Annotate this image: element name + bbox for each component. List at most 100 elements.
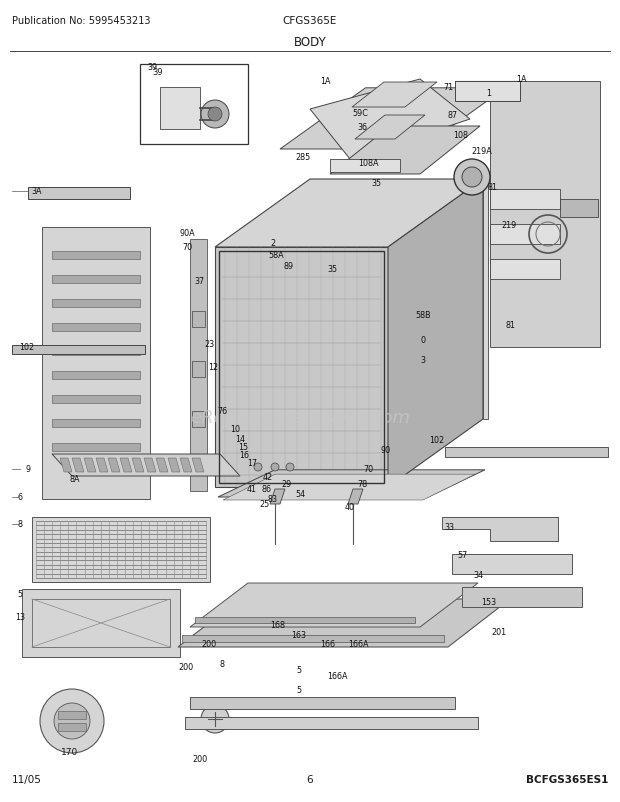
Text: 10: 10 <box>230 425 240 434</box>
Polygon shape <box>452 554 572 574</box>
Polygon shape <box>144 459 156 472</box>
Circle shape <box>454 160 490 196</box>
Text: 16: 16 <box>239 451 249 460</box>
Text: 219: 219 <box>502 221 516 230</box>
Polygon shape <box>180 459 192 472</box>
Text: 166A: 166A <box>348 640 368 649</box>
Polygon shape <box>12 346 145 354</box>
Text: 36: 36 <box>357 124 367 132</box>
Text: 41: 41 <box>247 485 257 494</box>
Text: 2: 2 <box>270 238 275 247</box>
Text: 70: 70 <box>363 465 373 474</box>
Polygon shape <box>192 312 205 327</box>
Polygon shape <box>223 475 476 500</box>
Text: 90A: 90A <box>179 229 195 238</box>
Text: 219A: 219A <box>472 146 492 156</box>
Polygon shape <box>60 459 72 472</box>
Text: 76: 76 <box>217 407 227 416</box>
Polygon shape <box>462 587 582 607</box>
Text: 108A: 108A <box>358 158 378 168</box>
Polygon shape <box>96 459 108 472</box>
Polygon shape <box>280 89 505 150</box>
Polygon shape <box>190 240 207 492</box>
Text: 1A: 1A <box>516 75 526 83</box>
Circle shape <box>462 168 482 188</box>
Text: 200: 200 <box>179 662 193 671</box>
Text: 57: 57 <box>458 551 468 560</box>
Polygon shape <box>108 459 120 472</box>
Polygon shape <box>455 82 520 102</box>
Text: 166A: 166A <box>327 671 347 681</box>
Polygon shape <box>215 180 483 248</box>
Text: 34: 34 <box>473 571 483 580</box>
Circle shape <box>54 703 90 739</box>
Text: BODY: BODY <box>294 36 326 49</box>
Text: 5: 5 <box>296 666 301 674</box>
Text: 12: 12 <box>208 363 218 372</box>
Text: 1A: 1A <box>320 78 330 87</box>
Text: 102: 102 <box>430 436 445 445</box>
Text: 8A: 8A <box>69 475 80 484</box>
Polygon shape <box>156 459 168 472</box>
Text: eReplacementParts.com: eReplacementParts.com <box>190 408 410 427</box>
Text: 71: 71 <box>443 83 453 92</box>
Polygon shape <box>32 517 210 582</box>
Text: 58A: 58A <box>268 251 284 260</box>
Text: 11/05: 11/05 <box>12 774 42 784</box>
Text: 25: 25 <box>259 500 269 508</box>
Polygon shape <box>28 188 130 200</box>
Text: 1: 1 <box>487 88 492 97</box>
Text: BCFGS365ES1: BCFGS365ES1 <box>526 774 608 784</box>
Text: 59C: 59C <box>352 108 368 117</box>
Polygon shape <box>168 459 180 472</box>
Polygon shape <box>483 180 488 419</box>
Text: 37: 37 <box>194 277 204 286</box>
Text: 39: 39 <box>147 63 157 72</box>
Text: 5: 5 <box>17 589 22 599</box>
Text: 39: 39 <box>152 68 162 77</box>
Text: 42: 42 <box>263 473 273 482</box>
Polygon shape <box>72 459 84 472</box>
Polygon shape <box>185 717 478 729</box>
Circle shape <box>201 705 229 733</box>
Text: 90: 90 <box>381 446 391 455</box>
Polygon shape <box>192 362 205 378</box>
Polygon shape <box>52 455 240 476</box>
Polygon shape <box>490 225 560 245</box>
Text: 163: 163 <box>291 630 306 640</box>
Text: 166: 166 <box>321 640 335 649</box>
Polygon shape <box>178 599 510 647</box>
Text: 14: 14 <box>235 435 245 444</box>
Polygon shape <box>182 635 444 642</box>
Text: 70: 70 <box>182 243 192 252</box>
Polygon shape <box>52 252 140 260</box>
Polygon shape <box>160 88 200 130</box>
Polygon shape <box>190 697 455 709</box>
Circle shape <box>201 101 229 129</box>
Text: 108: 108 <box>453 132 469 140</box>
Polygon shape <box>52 371 140 379</box>
Text: 6: 6 <box>307 774 313 784</box>
Polygon shape <box>330 160 400 172</box>
Text: 54: 54 <box>295 490 305 499</box>
Text: 3A: 3A <box>32 187 42 196</box>
Polygon shape <box>22 589 180 657</box>
Circle shape <box>208 107 222 122</box>
Polygon shape <box>490 82 600 347</box>
Polygon shape <box>330 127 480 175</box>
Polygon shape <box>42 228 150 500</box>
Text: 81: 81 <box>487 184 497 192</box>
Polygon shape <box>270 489 285 504</box>
Polygon shape <box>120 459 132 472</box>
Text: 9: 9 <box>25 465 30 474</box>
Text: 170: 170 <box>61 747 79 756</box>
Polygon shape <box>52 276 140 284</box>
Text: 102: 102 <box>19 343 35 352</box>
Polygon shape <box>490 190 560 210</box>
Text: 8: 8 <box>219 660 224 669</box>
Polygon shape <box>192 411 205 427</box>
Text: 201: 201 <box>492 628 507 637</box>
Polygon shape <box>195 618 415 623</box>
Text: 86: 86 <box>261 485 271 494</box>
Polygon shape <box>132 459 144 472</box>
